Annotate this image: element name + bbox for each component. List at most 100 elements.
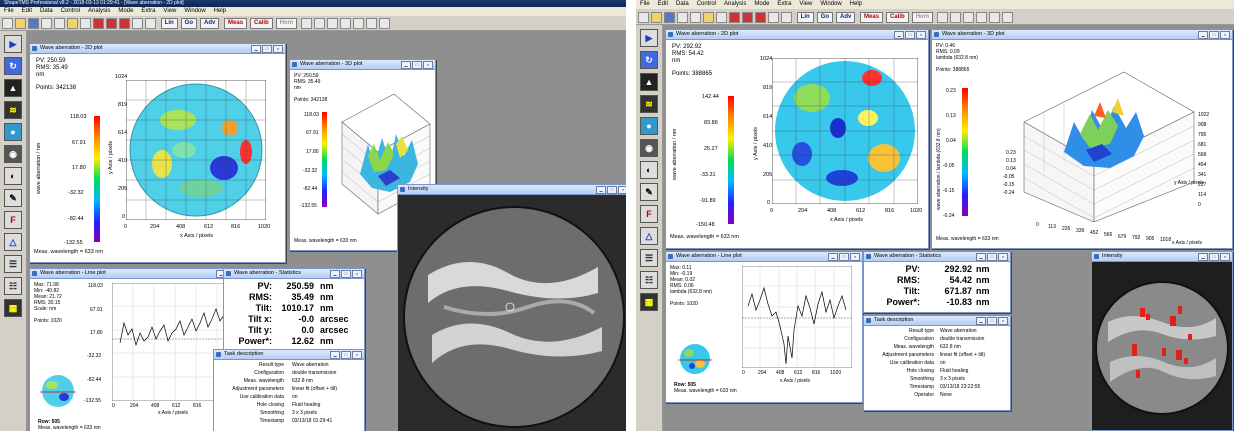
minimize-button[interactable]: ▁: [401, 61, 411, 69]
menu-analysis[interactable]: Analysis: [724, 1, 747, 7]
minimize-button[interactable]: ▁: [894, 31, 904, 39]
list-icon[interactable]: ☷: [640, 271, 658, 289]
maximize-button[interactable]: □: [987, 317, 997, 325]
line-plot-window[interactable]: Wave aberration - Line plot ▁ □ × Max: 0.1…: [665, 251, 863, 403]
close-button[interactable]: ×: [273, 45, 283, 53]
close-button[interactable]: ×: [916, 31, 926, 39]
menu-control[interactable]: Control: [696, 1, 717, 7]
analysis-icon[interactable]: ◉: [640, 139, 658, 157]
bar-chart-3-icon[interactable]: [755, 12, 766, 23]
bar-chart-icon[interactable]: [93, 18, 104, 29]
menu-extra[interactable]: Extra: [141, 8, 156, 14]
menu-data[interactable]: Data: [40, 8, 53, 14]
process-icon[interactable]: ◐: [4, 167, 22, 185]
bar-chart-2-icon[interactable]: [106, 18, 117, 29]
play-icon[interactable]: ▶: [4, 35, 22, 53]
play-icon[interactable]: ▶: [640, 29, 658, 47]
arrow-icon[interactable]: [988, 12, 1000, 23]
calib-button[interactable]: Calib: [250, 18, 273, 29]
bar-chart-3-icon[interactable]: [119, 18, 130, 29]
menu-mode[interactable]: Mode: [754, 1, 770, 7]
adv-button[interactable]: Adv: [836, 12, 856, 23]
wave-2d-window[interactable]: Wave aberration - 2D plot ▁ □ × PV: 292.92…: [665, 29, 929, 249]
wave-3d-window[interactable]: Wave aberration - 3D plot ▁ □ × PV: 0.46 R…: [931, 29, 1233, 249]
close-button[interactable]: ×: [998, 317, 1008, 325]
close-button[interactable]: ×: [1220, 31, 1230, 39]
copy-icon[interactable]: [54, 18, 65, 29]
maximize-button[interactable]: □: [1209, 31, 1219, 39]
menu-analysis[interactable]: Analysis: [88, 8, 111, 14]
open-file-icon[interactable]: [15, 18, 26, 29]
settings-icon[interactable]: [300, 18, 312, 29]
maximize-button[interactable]: □: [412, 61, 422, 69]
go-button[interactable]: Go: [816, 12, 834, 23]
menu-file[interactable]: File: [4, 8, 14, 14]
print-icon[interactable]: [677, 12, 688, 23]
report-icon[interactable]: ☰: [640, 249, 658, 267]
analysis-icon[interactable]: ◉: [4, 145, 22, 163]
wave-icon[interactable]: ●: [640, 117, 658, 135]
task-description-window[interactable]: Task description ▁ □ × Result type Wave abe…: [213, 349, 365, 431]
plot-icon[interactable]: [326, 18, 338, 29]
camera-icon[interactable]: ▲: [640, 73, 658, 91]
maximize-button[interactable]: □: [607, 186, 617, 194]
close-button[interactable]: ×: [352, 351, 362, 359]
task-description-window[interactable]: Task description ▁ □ × Result type Wave abe…: [863, 315, 1011, 411]
minimize-button[interactable]: ▁: [976, 253, 986, 261]
new-file-icon[interactable]: [638, 12, 649, 23]
maximize-button[interactable]: □: [1209, 253, 1219, 261]
menu-view[interactable]: View: [799, 1, 813, 7]
minimize-button[interactable]: ▁: [251, 45, 261, 53]
adv-button[interactable]: Adv: [200, 18, 220, 29]
minimize-button[interactable]: ▁: [828, 253, 838, 261]
settings-icon[interactable]: [936, 12, 948, 23]
maximize-button[interactable]: □: [341, 270, 351, 278]
maximize-button[interactable]: □: [905, 31, 915, 39]
print-icon[interactable]: [41, 18, 52, 29]
intensity-window[interactable]: Intensity ▁ □ ×: [397, 184, 626, 431]
maximize-button[interactable]: □: [839, 253, 849, 261]
menu-window[interactable]: Window: [184, 8, 206, 14]
fringe-icon[interactable]: ≋: [4, 101, 22, 119]
close-button[interactable]: ×: [618, 186, 626, 194]
wave-2d-window[interactable]: Wave aberration - 2D plot ▁ □ × PV: 250.59…: [29, 43, 286, 263]
menu-help[interactable]: Help: [849, 1, 863, 7]
undo-icon[interactable]: [80, 18, 91, 29]
save-icon[interactable]: [28, 18, 39, 29]
lin-button[interactable]: Lin: [796, 12, 814, 23]
minimize-button[interactable]: ▁: [330, 270, 340, 278]
intensity-window[interactable]: Intensity ▁ □ ×: [1091, 251, 1233, 431]
help-icon[interactable]: [132, 18, 143, 29]
report-icon[interactable]: ☰: [4, 255, 22, 273]
menu-control[interactable]: Control: [60, 8, 81, 14]
hom-button[interactable]: Hom: [911, 12, 934, 23]
close-button[interactable]: ×: [998, 253, 1008, 261]
menu-data[interactable]: Data: [676, 1, 689, 7]
close-button[interactable]: ×: [423, 61, 433, 69]
context-help-icon[interactable]: [145, 18, 156, 29]
maximize-button[interactable]: □: [262, 45, 272, 53]
copy-icon[interactable]: [690, 12, 701, 23]
camera-icon[interactable]: ▲: [4, 79, 22, 97]
flag-icon[interactable]: F: [640, 205, 658, 223]
menu-window[interactable]: Window: [820, 1, 842, 7]
triangle-icon[interactable]: △: [640, 227, 658, 245]
arrow-icon[interactable]: [352, 18, 364, 29]
help-icon[interactable]: [768, 12, 779, 23]
minimize-button[interactable]: ▁: [976, 317, 986, 325]
minimize-button[interactable]: ▁: [596, 186, 606, 194]
chart-icon[interactable]: [67, 18, 78, 29]
refresh-icon[interactable]: ↻: [4, 57, 22, 75]
pen-icon[interactable]: ✎: [640, 183, 658, 201]
list-icon[interactable]: ☷: [4, 277, 22, 295]
statistics-window[interactable]: Wave aberration - Statistics ▁ □ × PV: 292.…: [863, 251, 1011, 313]
calib-button[interactable]: Calib: [886, 12, 909, 23]
fringe-icon[interactable]: ≋: [640, 95, 658, 113]
context-help-icon[interactable]: [781, 12, 792, 23]
menu-file[interactable]: File: [640, 1, 650, 7]
chart-icon[interactable]: [703, 12, 714, 23]
menu-help[interactable]: Help: [213, 8, 227, 14]
menu-edit[interactable]: Edit: [21, 8, 33, 14]
menu-extra[interactable]: Extra: [777, 1, 792, 7]
process-icon[interactable]: ◐: [640, 161, 658, 179]
